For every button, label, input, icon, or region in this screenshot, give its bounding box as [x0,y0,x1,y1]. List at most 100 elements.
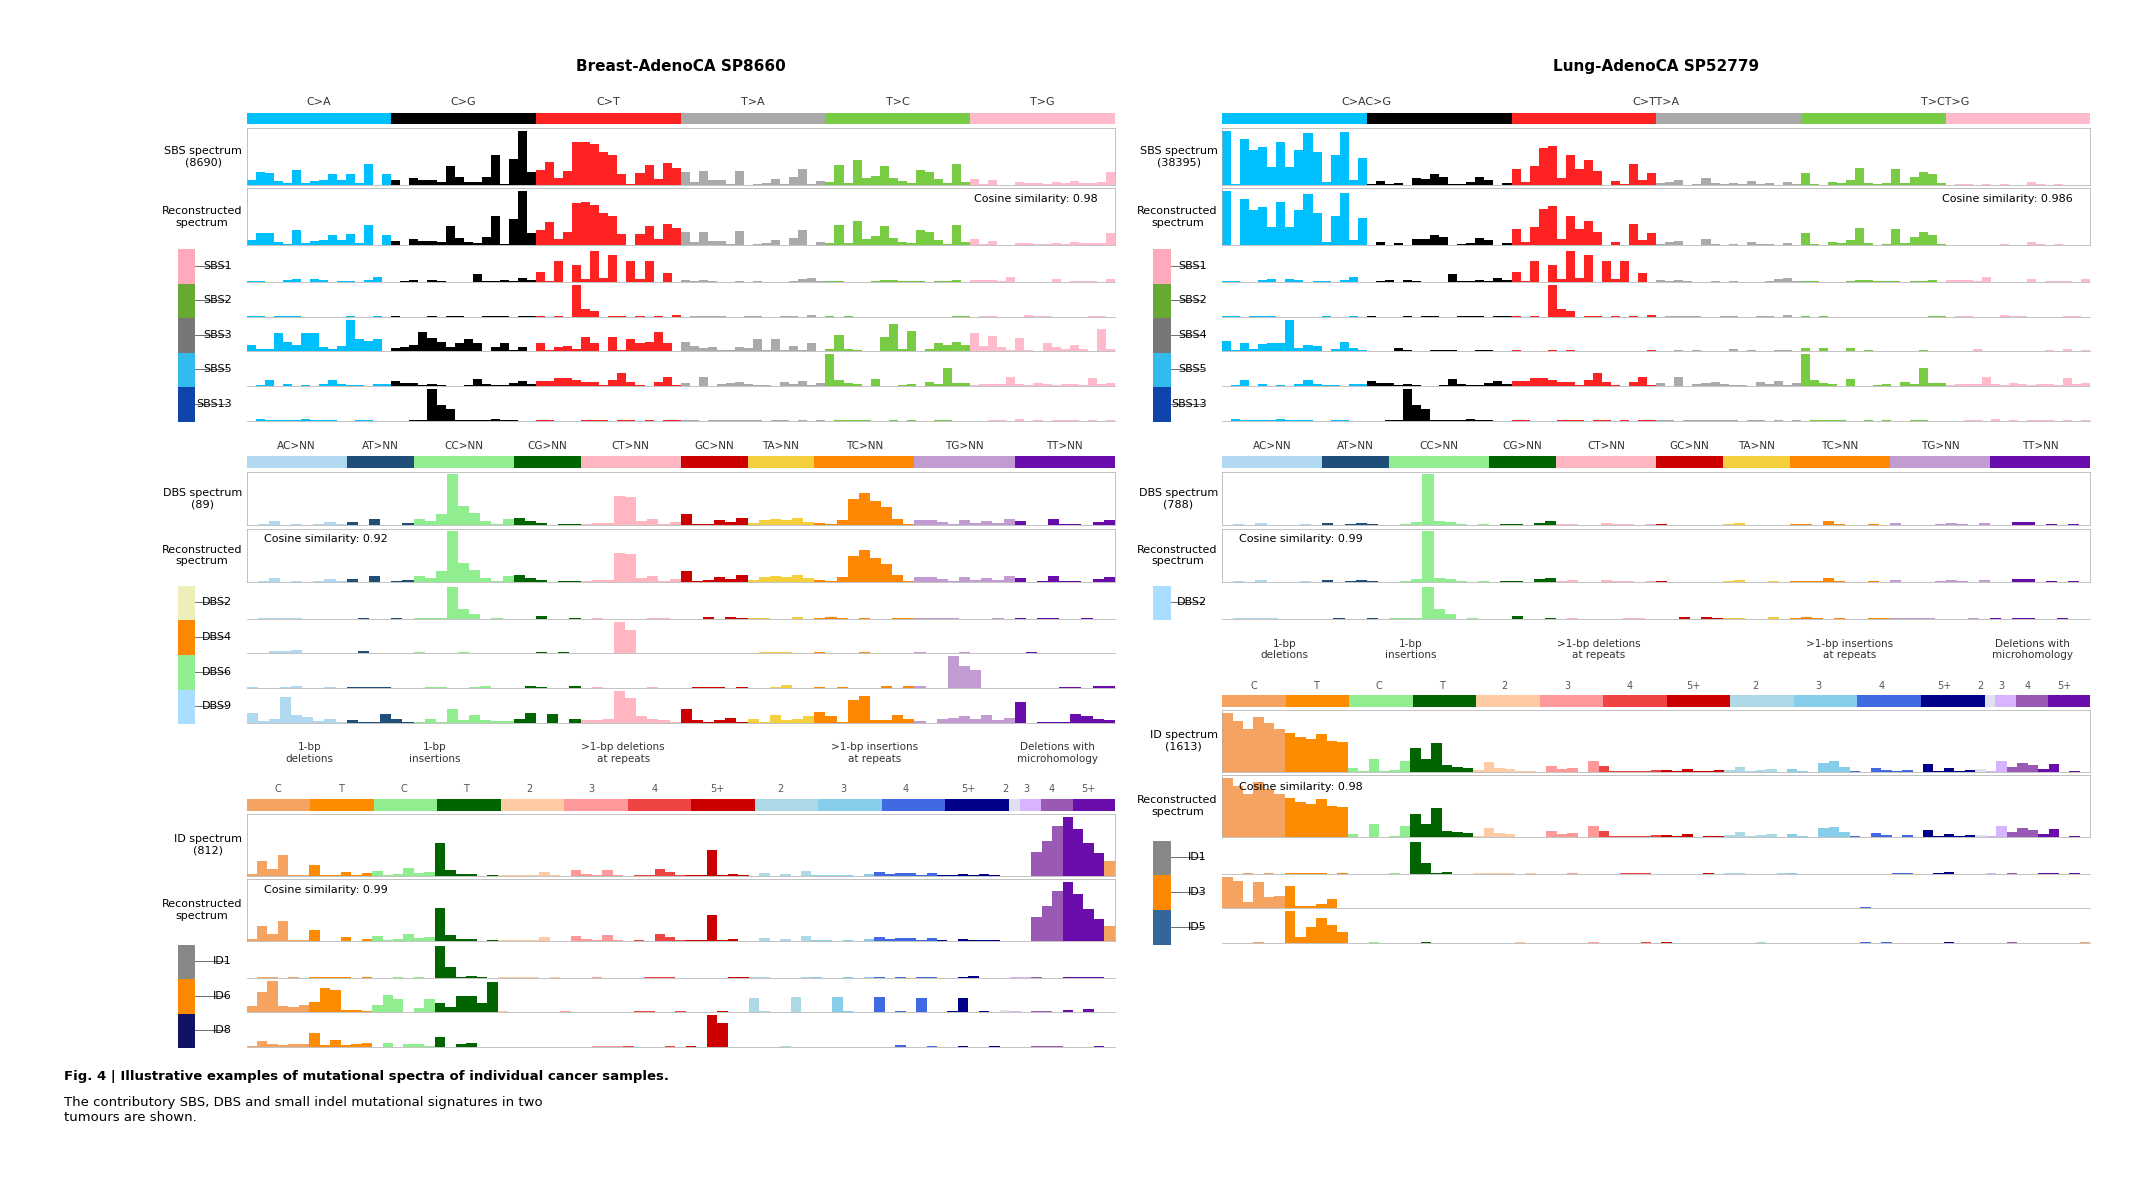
Bar [1312,281,1321,282]
Bar [1098,243,1106,246]
Bar [1767,769,1777,772]
Bar [347,523,358,525]
Bar [1430,174,1439,185]
Bar [1734,523,1745,525]
Bar [1042,384,1051,387]
Bar [1599,831,1610,837]
Bar [1070,242,1078,246]
Bar [1051,346,1061,351]
Bar [364,342,373,351]
Bar [425,937,435,940]
Bar [903,524,915,525]
Bar [1441,830,1451,837]
Bar [609,337,617,351]
Bar [1411,842,1421,874]
Bar [247,457,347,468]
Bar [319,180,328,185]
Bar [708,916,718,940]
Bar [1439,237,1447,246]
Bar [1376,242,1385,246]
Bar [427,241,437,246]
Bar [808,278,817,282]
Bar [1945,834,1955,837]
Bar [647,687,658,688]
Bar [780,939,791,940]
Bar [755,798,819,810]
Bar [1394,349,1402,351]
Bar [2024,579,2035,582]
Bar [392,1000,403,1013]
Bar [1557,178,1565,185]
Bar [1003,718,1014,722]
Bar [418,332,427,351]
Bar [463,339,472,351]
Bar [943,243,952,246]
Text: CG>NN: CG>NN [527,441,566,451]
Bar [1104,578,1115,582]
Bar [1651,835,1662,837]
Bar [617,174,626,185]
Bar [1295,737,1306,772]
Bar [536,343,545,351]
Bar [1829,383,1837,387]
Bar [482,237,491,246]
Bar [825,243,834,246]
Bar [1338,808,1349,837]
Bar [1964,835,1975,837]
Bar [324,579,337,582]
Text: 5+: 5+ [1685,681,1700,690]
Bar [699,231,708,246]
Bar [635,1010,643,1013]
Bar [553,178,564,185]
Bar [459,652,470,653]
Bar [1304,380,1312,387]
Bar [690,798,755,810]
Bar [791,719,804,722]
Bar [915,578,926,582]
Bar [1244,901,1254,908]
Bar [356,243,364,246]
Bar [1910,384,1919,387]
Bar [324,522,337,525]
Bar [791,997,802,1013]
Bar [1565,350,1576,351]
Bar [1910,237,1919,246]
Bar [881,798,946,810]
Bar [980,346,988,351]
Bar [645,261,654,282]
Text: GC>NN: GC>NN [1670,441,1709,451]
Text: Reconstructed
spectrum: Reconstructed spectrum [161,206,242,228]
Bar [482,177,491,185]
Bar [1323,523,1334,525]
Bar [2028,830,2039,837]
Text: ID spectrum
(812): ID spectrum (812) [174,834,242,856]
Bar [1494,767,1505,772]
Bar [1919,350,1927,351]
Bar [1222,876,1233,908]
Bar [935,281,943,282]
Bar [613,497,626,525]
Bar [1919,172,1927,185]
Bar [1979,523,1990,525]
Bar [1936,184,1947,185]
Bar [1025,350,1033,351]
Bar [665,937,675,940]
Text: ID spectrum
(1613): ID spectrum (1613) [1149,731,1218,752]
Bar [804,715,815,722]
Bar [905,873,915,875]
Bar [1730,695,1795,707]
Bar [178,689,195,725]
Bar [772,179,780,185]
Bar [879,166,890,185]
Bar [843,383,853,387]
Bar [645,225,654,246]
Bar [2007,833,2018,837]
Bar [247,713,257,722]
Bar [903,687,915,688]
Bar [1070,181,1078,185]
Bar [392,180,401,185]
Bar [885,874,896,875]
Bar [2018,763,2028,772]
Bar [255,384,264,387]
Bar [264,234,274,246]
